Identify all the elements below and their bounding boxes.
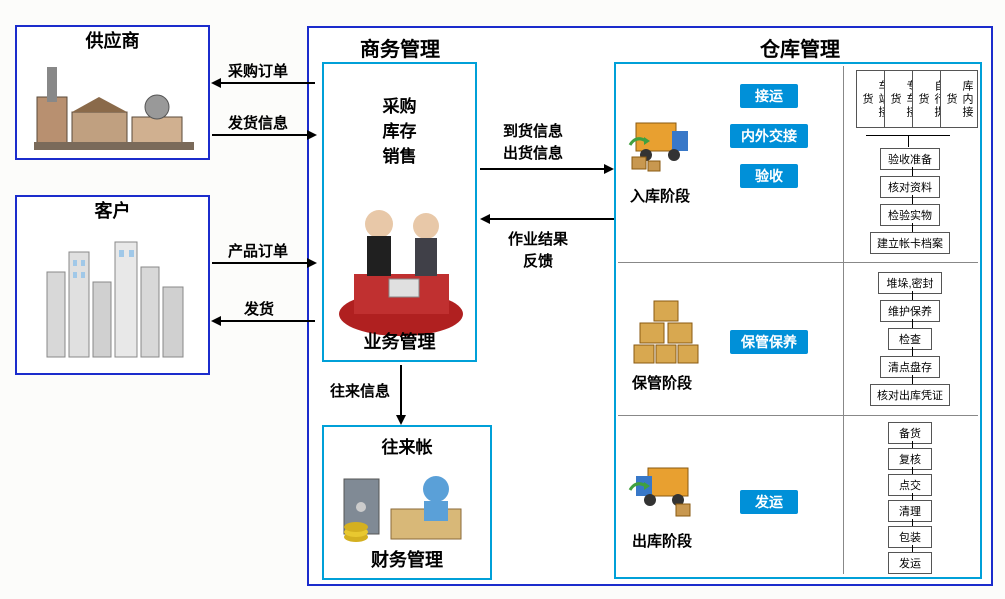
biz-line-0: 采购 <box>324 92 475 117</box>
label-acc: 往来信息 <box>330 380 390 401</box>
arrow-wf-line <box>490 218 614 220</box>
out-step-4: 包装 <box>888 526 932 548</box>
intake-step-3: 建立帐卡档案 <box>870 232 950 254</box>
city-icon <box>37 232 197 367</box>
truck-in-icon <box>628 115 696 177</box>
out-step-0: 备货 <box>888 422 932 444</box>
label-wf-0: 作业结果 <box>508 228 568 249</box>
finance-icon <box>336 459 482 549</box>
intake-step-2: 检验实物 <box>880 204 940 226</box>
out-v3 <box>912 493 913 500</box>
intake-step-v3 <box>912 223 913 232</box>
out-step-3: 清理 <box>888 500 932 522</box>
business-box: 采购 库存 销售 业务管理 <box>322 62 477 362</box>
arrow-as-line <box>480 168 604 170</box>
out-v1 <box>912 441 913 448</box>
tag-ship: 发运 <box>740 490 798 514</box>
wh-hsep-2 <box>618 415 978 416</box>
customer-title: 客户 <box>17 197 208 223</box>
arrow-po-line <box>220 82 315 84</box>
inbound-label: 入库阶段 <box>630 185 690 206</box>
business-mgmt2: 业务管理 <box>324 328 475 354</box>
tag-maintain: 保管保养 <box>730 330 808 354</box>
wh-vsep <box>843 66 844 574</box>
arrow-si-head <box>307 130 317 140</box>
stor-v3 <box>912 347 913 356</box>
out-v4 <box>912 519 913 526</box>
boxes-icon <box>632 295 700 365</box>
truck-out-icon <box>628 460 696 522</box>
arrow-acc-head <box>396 415 406 425</box>
storage-step-1: 维护保养 <box>880 300 940 322</box>
factory-icon <box>32 57 197 152</box>
meeting-icon <box>334 184 469 344</box>
stor-v2 <box>912 319 913 328</box>
arrow-prodo-head <box>307 258 317 268</box>
storage-label: 保管阶段 <box>632 372 692 393</box>
storage-step-4: 核对出库凭证 <box>870 384 950 406</box>
arrow-acc-line <box>400 365 402 415</box>
warehouse-mgmt-title: 仓库管理 <box>720 33 880 62</box>
intake-step-v1 <box>912 167 913 176</box>
label-as-0: 到货信息 <box>503 120 563 141</box>
biz-line-2: 销售 <box>324 142 475 167</box>
out-step-5: 发运 <box>888 552 932 574</box>
arrow-prodo-line <box>212 262 307 264</box>
intake-step-1: 核对资料 <box>880 176 940 198</box>
storage-step-0: 堆垛,密封 <box>878 272 942 294</box>
finance-mgmt-title: 财务管理 <box>324 546 490 572</box>
arrow-si-line <box>212 134 307 136</box>
out-v2 <box>912 467 913 474</box>
label-po: 采购订单 <box>228 60 288 81</box>
label-ship: 发货 <box>244 298 274 319</box>
wh-hsep-1 <box>618 262 978 263</box>
storage-step-3: 清点盘存 <box>880 356 940 378</box>
supplier-title: 供应商 <box>17 27 208 53</box>
arrow-wf-head <box>480 214 490 224</box>
label-as-1: 出货信息 <box>503 142 563 163</box>
storage-step-2: 检查 <box>888 328 932 350</box>
stor-v1 <box>912 291 913 300</box>
arrow-as-head <box>604 164 614 174</box>
biz-line-1: 库存 <box>324 117 475 142</box>
tag-inspect: 验收 <box>740 164 798 188</box>
out-v5 <box>912 545 913 552</box>
arrow-ship-line <box>220 320 315 322</box>
label-wf-1: 反馈 <box>523 250 553 271</box>
out-step-1: 复核 <box>888 448 932 470</box>
label-si: 发货信息 <box>228 112 288 133</box>
arrow-po-head <box>211 78 221 88</box>
intake-step-0: 验收准备 <box>880 148 940 170</box>
label-prodo: 产品订单 <box>228 240 288 261</box>
stor-v4 <box>912 375 913 384</box>
finance-box: 往来帐 财务管理 <box>322 425 492 580</box>
outbound-label: 出库阶段 <box>632 530 692 551</box>
finance-line: 往来帐 <box>324 427 490 458</box>
out-step-2: 点交 <box>888 474 932 496</box>
tag-handover: 内外交接 <box>730 124 808 148</box>
supplier-box: 供应商 <box>15 25 210 160</box>
intake-col-3: 库内接货 <box>940 70 978 128</box>
customer-box: 客户 <box>15 195 210 375</box>
tag-receive: 接运 <box>740 84 798 108</box>
arrow-ship-head <box>211 316 221 326</box>
intake-conn-v <box>908 135 909 147</box>
intake-step-v2 <box>912 195 913 204</box>
business-mgmt-title: 商务管理 <box>330 33 470 62</box>
